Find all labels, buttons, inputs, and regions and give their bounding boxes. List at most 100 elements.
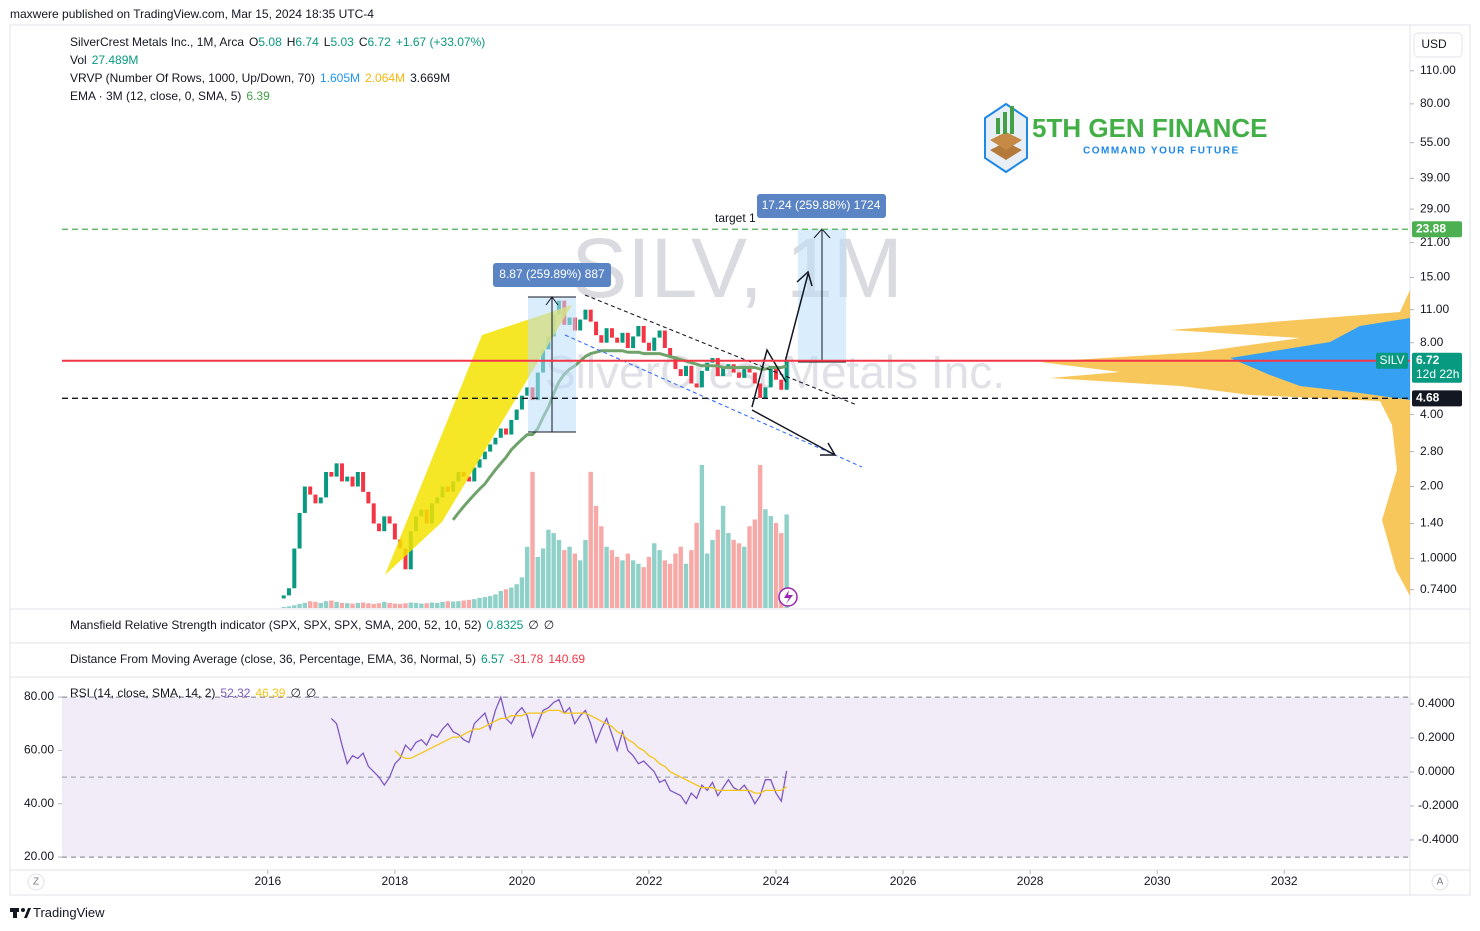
y-tick-label: 110.00 <box>1420 63 1456 77</box>
watermark: SILV, 1M <box>571 221 903 315</box>
volume-bar <box>757 465 763 608</box>
y-tick-label: 20.00 <box>24 849 54 863</box>
candle-body <box>366 491 371 504</box>
candle-body <box>350 476 355 487</box>
logo-name: 5TH GEN FINANCE <box>1032 113 1267 143</box>
volume-bar <box>773 522 779 608</box>
volume-bar <box>615 556 620 608</box>
scale-button-label: A <box>1437 877 1444 888</box>
volume-bar <box>546 529 551 608</box>
volume-bar <box>429 602 435 608</box>
measure-label: 17.24 (259.88%) 1724 <box>762 198 881 212</box>
candle-body <box>615 337 620 343</box>
rsi-line <box>394 709 787 794</box>
x-tick-label: 2032 <box>1271 874 1298 888</box>
price-legend: SilverCrest Metals Inc., 1M, Arca O5.08 H6… <box>70 33 490 105</box>
legend-item: 52.32 <box>220 686 251 700</box>
volume-bar <box>419 603 424 608</box>
symbol-tag: SILV <box>1379 353 1404 367</box>
candle-body <box>334 463 339 477</box>
volume-bar <box>350 603 355 608</box>
x-tick-label: 2024 <box>763 874 790 888</box>
candle-body <box>694 383 699 388</box>
volume-bar <box>694 522 699 608</box>
candle-body <box>313 494 318 504</box>
volume-bar <box>509 587 514 608</box>
candle-body <box>689 365 694 384</box>
y-tick-label: 1.0000 <box>1420 551 1457 565</box>
legend-item: 2.064M <box>365 71 406 85</box>
volume-bar <box>609 550 615 608</box>
y-tick-label: 60.00 <box>24 743 54 757</box>
volume-bar <box>784 514 789 608</box>
legend-line: Vol 27.489M <box>70 51 490 69</box>
y-tick-label: 11.00 <box>1420 302 1449 316</box>
scale-button[interactable] <box>1431 873 1449 891</box>
volume-bar <box>662 560 668 608</box>
volume-bar <box>630 560 636 608</box>
candle-body <box>752 372 757 384</box>
volume-bar <box>498 590 503 608</box>
volume-bar <box>519 577 525 608</box>
x-tick-label: 2030 <box>1144 874 1171 888</box>
candle-body <box>684 365 689 377</box>
volume-bar <box>503 589 509 608</box>
legend-item: ∅ <box>528 618 539 632</box>
candle-body <box>747 365 752 373</box>
currency-button[interactable] <box>1413 32 1463 58</box>
volume-bar <box>292 605 297 608</box>
candle-body <box>324 472 329 498</box>
x-tick-label: 2018 <box>382 874 409 888</box>
legend-item: 6.72 <box>367 35 391 49</box>
y2-tick-label: -0.4000 <box>1418 832 1459 846</box>
volume-bar <box>366 603 371 608</box>
legend-item: 140.69 <box>548 652 586 666</box>
volume-bar <box>556 539 562 608</box>
legend-item: O <box>249 35 259 49</box>
volume-bar <box>413 602 419 608</box>
volume-bar <box>408 602 413 608</box>
volume-bar <box>286 606 292 608</box>
candle-body <box>604 328 609 343</box>
volume-bar <box>355 602 361 608</box>
y-tick-label: 0.7400 <box>1420 582 1457 596</box>
volume-bar <box>646 556 652 608</box>
legend-item: SilverCrest Metals Inc., 1M, Arca <box>70 35 245 49</box>
candle-body <box>673 356 678 370</box>
volume-bar <box>567 546 572 608</box>
candle-body <box>583 309 588 320</box>
price-level-box <box>1412 390 1462 407</box>
measure-label: 8.87 (259.89%) 887 <box>499 267 605 281</box>
volume-bar <box>689 550 694 608</box>
x-tick-label: 2016 <box>254 874 281 888</box>
candle-body <box>742 365 747 378</box>
candle-body <box>594 321 599 336</box>
volume-bar <box>382 601 387 608</box>
candle-body <box>578 319 583 331</box>
legend-item: Distance From Moving Average (close, 36,… <box>70 652 476 666</box>
legend-item: Vol <box>70 53 87 67</box>
volume-bar <box>482 597 488 608</box>
volume-bar <box>604 546 609 608</box>
volume-bar <box>360 602 366 608</box>
y-tick-label: 29.00 <box>1420 201 1450 215</box>
scale-button[interactable] <box>27 873 45 891</box>
candle-body <box>652 337 657 351</box>
rsi-line <box>330 694 788 805</box>
symbol-tag-box <box>1376 352 1408 369</box>
candle-body <box>641 325 646 343</box>
legend-item: -31.78 <box>509 652 544 666</box>
candle-body <box>525 387 530 396</box>
candle-body <box>382 516 387 532</box>
volume-bar <box>683 563 689 608</box>
candle-body <box>514 409 519 420</box>
legend-item: 3.669M <box>410 71 451 85</box>
candle-body <box>662 330 667 349</box>
volume-bar <box>726 533 731 608</box>
legend-item: VRVP (Number Of Rows, 1000, Up/Down, 70) <box>70 71 315 85</box>
legend-item: H <box>286 35 296 49</box>
price-level-box <box>1412 221 1462 238</box>
volume-bar <box>577 560 583 608</box>
candle-body <box>498 428 503 438</box>
